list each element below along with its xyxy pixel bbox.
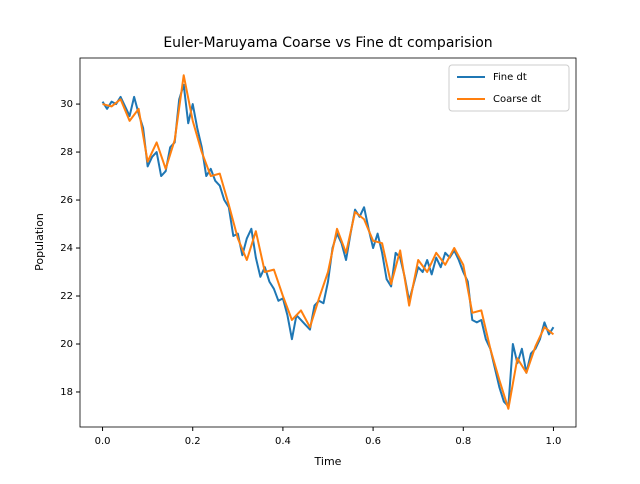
x-tick-label: 0.6	[365, 436, 381, 447]
x-tick-label: 0.2	[185, 436, 201, 447]
y-axis-label: Population	[33, 213, 46, 271]
x-tick-label: 0.4	[275, 436, 291, 447]
y-tick-label: 26	[60, 195, 73, 206]
series-line	[102, 74, 555, 410]
y-tick-label: 24	[60, 243, 73, 254]
y-tick-label: 28	[60, 147, 73, 158]
x-tick-label: 0.8	[455, 436, 471, 447]
axes-frame	[79, 57, 577, 428]
chart-title: Euler-Maruyama Coarse vs Fine dt compari…	[163, 35, 492, 51]
y-tick-label: 30	[60, 99, 73, 110]
y-tick-label: 18	[60, 387, 73, 398]
x-tick-label: 0.0	[95, 436, 111, 447]
y-tick-label: 22	[60, 291, 73, 302]
legend-label: Coarse dt	[493, 94, 541, 105]
x-axis-label: Time	[314, 455, 342, 468]
y-tick-label: 20	[60, 339, 73, 350]
series-line	[101, 83, 555, 408]
x-tick-label: 1.0	[546, 436, 562, 447]
legend-label: Fine dt	[493, 72, 527, 83]
